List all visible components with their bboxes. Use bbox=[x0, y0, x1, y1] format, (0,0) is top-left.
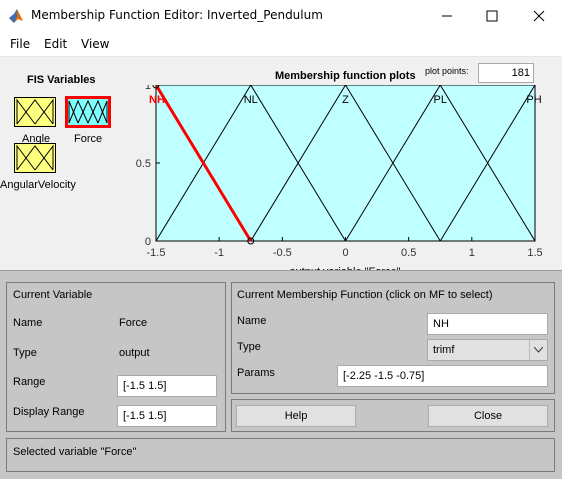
cv-range-label: Range bbox=[13, 376, 46, 388]
menu-edit[interactable]: Edit bbox=[44, 37, 68, 51]
title-bar: Membership Function Editor: Inverted_Pen… bbox=[0, 0, 562, 31]
mf-name-label: Name bbox=[237, 315, 267, 327]
range-input[interactable]: [-1.5 1.5] bbox=[117, 375, 217, 397]
cv-type-value: output bbox=[119, 347, 150, 359]
variable-force-icon[interactable] bbox=[65, 96, 111, 128]
mf-label-nl[interactable]: NL bbox=[244, 94, 258, 106]
menu-bar: File Edit View bbox=[0, 31, 562, 57]
minimize-icon bbox=[442, 15, 452, 16]
x-tick-label: -0.5 bbox=[273, 247, 292, 259]
variable-angle-label: Angle bbox=[22, 133, 51, 145]
mf-type-label: Type bbox=[237, 341, 261, 353]
chevron-down-icon bbox=[529, 340, 547, 360]
current-variable-title: Current Variable bbox=[13, 289, 93, 301]
plot-background bbox=[155, 85, 536, 242]
minimize-button[interactable] bbox=[424, 0, 470, 31]
maximize-icon bbox=[486, 10, 498, 21]
help-button[interactable]: Help bbox=[236, 405, 356, 427]
variable-angle-icon[interactable] bbox=[14, 97, 56, 127]
mf-line-z[interactable] bbox=[250, 85, 441, 242]
x-tick-label: -1.5 bbox=[147, 247, 166, 259]
close-button[interactable]: Close bbox=[428, 405, 548, 427]
x-tick-label: 1.5 bbox=[527, 247, 542, 259]
cv-name-value: Force bbox=[119, 317, 148, 329]
maximize-button[interactable] bbox=[469, 0, 515, 31]
cv-name-label: Name bbox=[13, 317, 43, 329]
menu-view[interactable]: View bbox=[81, 37, 110, 51]
mf-label-ph[interactable]: PH bbox=[526, 94, 541, 106]
x-tick-label: -1 bbox=[214, 247, 224, 259]
x-tick-label: 0 bbox=[342, 247, 348, 259]
variable-angularvelocity-label: AngularVelocity bbox=[0, 179, 76, 191]
close-window-button[interactable] bbox=[516, 0, 562, 31]
x-tick-label: 0.5 bbox=[401, 247, 416, 259]
status-bar bbox=[6, 438, 555, 472]
mf-name-input[interactable]: NH bbox=[427, 313, 548, 335]
menu-file[interactable]: File bbox=[10, 37, 31, 51]
mf-label-pl[interactable]: PL bbox=[434, 94, 447, 106]
plot-title: Membership function plots bbox=[275, 70, 416, 82]
matlab-logo-icon bbox=[9, 9, 23, 23]
y-tick-label: 1 bbox=[145, 85, 151, 92]
cv-display-range-label: Display Range bbox=[13, 406, 85, 418]
plot-points-input[interactable]: 181 bbox=[478, 63, 534, 83]
x-tick-label: 1 bbox=[469, 247, 475, 259]
window-title: Membership Function Editor: Inverted_Pen… bbox=[31, 8, 323, 22]
mf-params-label: Params bbox=[237, 367, 275, 379]
current-mf-title: Current Membership Function (click on MF… bbox=[237, 289, 493, 301]
mf-label-z[interactable]: Z bbox=[342, 94, 349, 106]
mf-handle[interactable] bbox=[152, 85, 160, 89]
close-icon bbox=[533, 10, 545, 21]
fis-variables-title: FIS Variables bbox=[27, 74, 96, 86]
mf-line-nh[interactable] bbox=[130, 85, 253, 242]
mf-line-ph[interactable] bbox=[439, 85, 550, 242]
mf-type-select[interactable]: trimf bbox=[427, 339, 548, 361]
y-tick-label: 0.5 bbox=[136, 158, 151, 170]
display-range-input[interactable]: [-1.5 1.5] bbox=[117, 405, 217, 427]
cv-type-label: Type bbox=[13, 347, 37, 359]
mf-type-value: trimf bbox=[433, 344, 455, 356]
y-tick-label: 0 bbox=[145, 236, 151, 248]
mf-handle[interactable] bbox=[247, 237, 255, 245]
mf-line-pl[interactable] bbox=[345, 85, 536, 242]
mf-params-input[interactable]: [-2.25 -1.5 -0.75] bbox=[337, 365, 548, 387]
status-text: Selected variable "Force" bbox=[13, 446, 137, 458]
mf-label-nh[interactable]: NH bbox=[149, 94, 165, 106]
mf-line-nl[interactable] bbox=[156, 85, 346, 242]
variable-angularvelocity-icon[interactable] bbox=[14, 143, 56, 173]
variable-force-label: Force bbox=[74, 133, 103, 145]
plot-points-label: plot points: bbox=[425, 66, 469, 76]
